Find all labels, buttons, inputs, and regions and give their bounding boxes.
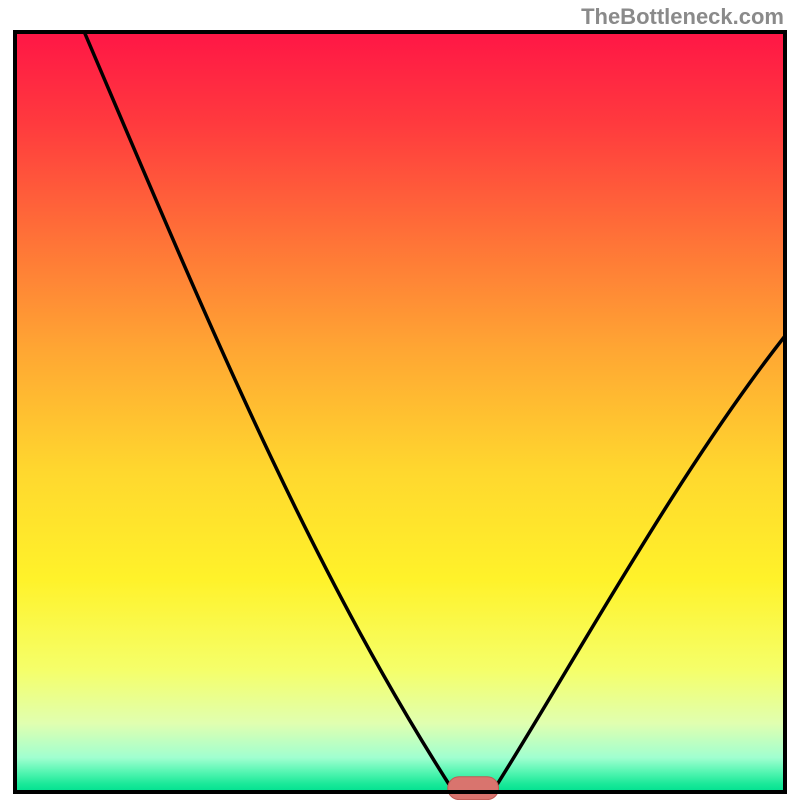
- chart-container: TheBottleneck.com: [0, 0, 800, 800]
- chart-background: [15, 32, 785, 792]
- watermark-text: TheBottleneck.com: [581, 4, 784, 30]
- bottleneck-marker: [448, 777, 499, 800]
- bottleneck-chart: [0, 0, 800, 800]
